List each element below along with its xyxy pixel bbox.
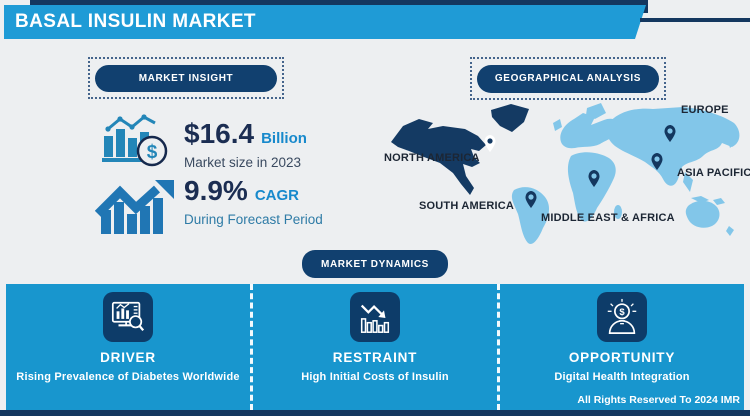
- header-banner: BASAL INSULIN MARKET: [4, 5, 646, 39]
- south-america-shape: [511, 187, 550, 244]
- africa-shape: [567, 152, 616, 222]
- opportunity-panel: $ OPPORTUNITY Digital Health Integration: [497, 284, 744, 410]
- map-pin-europe: [664, 125, 676, 142]
- restraint-icon-tile: [350, 292, 400, 342]
- copyright-text: All Rights Reserved To 2024 IMR: [577, 394, 740, 406]
- monitor-analytics-magnifier-icon: [111, 301, 145, 332]
- cagr-unit: CAGR: [254, 187, 299, 204]
- market-size-stat: $16.4 Billion Market size in 2023: [184, 118, 307, 171]
- europe-shape: [560, 113, 620, 149]
- growth-arrow-chart-icon: [95, 180, 174, 234]
- market-size-caption: Market size in 2023: [184, 155, 302, 170]
- region-label-asia-pacific: ASIA PACIFIC: [677, 167, 750, 179]
- north-america-shape: [391, 119, 486, 195]
- declining-bar-chart-icon: [360, 304, 390, 333]
- cagr-value: 9.9%: [184, 175, 248, 206]
- new-zealand-shape: [726, 226, 734, 236]
- dollar-glyph: $: [147, 142, 158, 163]
- driver-panel: DRIVER Rising Prevalence of Diabetes Wor…: [6, 284, 250, 410]
- greenland-shape: [491, 104, 529, 132]
- region-label-north-america: NORTH AMERICA: [384, 152, 480, 164]
- opportunity-text: Digital Health Integration: [554, 371, 690, 383]
- bar-chart-dollar-icon: $: [102, 114, 168, 167]
- indonesia-shape: [691, 196, 725, 205]
- bulb-dollar-glyph: $: [619, 307, 625, 318]
- cagr-stat: 9.9% CAGR During Forecast Period: [184, 175, 323, 228]
- opportunity-label: OPPORTUNITY: [568, 350, 676, 365]
- restraint-panel: RESTRAINT High Initial Costs of Insulin: [250, 284, 497, 410]
- australia-shape: [685, 200, 720, 228]
- world-map: [391, 103, 740, 244]
- market-dynamics-heading: MARKET DYNAMICS: [302, 250, 448, 278]
- market-size-unit: Billion: [261, 130, 307, 147]
- driver-text: Rising Prevalence of Diabetes Worldwide: [16, 371, 240, 383]
- market-insight-box: MARKET INSIGHT: [88, 57, 284, 99]
- region-label-middle-east-africa: MIDDLE EAST & AFRICA: [541, 212, 675, 224]
- market-insight-heading: MARKET INSIGHT: [95, 64, 277, 92]
- map-pin-asia-pacific: [651, 153, 663, 170]
- geographical-analysis-heading: GEOGRAPHICAL ANALYSIS: [477, 64, 659, 93]
- asia-shape: [606, 107, 740, 186]
- japan-shape: [727, 134, 736, 148]
- map-pin-middle-east-africa: [588, 170, 600, 187]
- market-dynamics-strip: DRIVER Rising Prevalence of Diabetes Wor…: [6, 284, 744, 410]
- market-size-value: $16.4: [184, 118, 255, 149]
- driver-icon-tile: [103, 292, 153, 342]
- region-label-south-america: SOUTH AMERICA: [419, 200, 515, 212]
- lightbulb-dollar-icon: $: [607, 298, 637, 335]
- footer-strip: [0, 410, 750, 416]
- header-accent-line: [640, 18, 750, 22]
- restraint-label: RESTRAINT: [332, 350, 418, 365]
- madagascar-shape: [614, 205, 622, 219]
- opportunity-icon-tile: $: [597, 292, 647, 342]
- uk-shape: [553, 119, 562, 131]
- map-pin-south-america: [525, 191, 537, 208]
- scandinavia-shape: [586, 103, 606, 119]
- cagr-caption: During Forecast Period: [184, 212, 323, 227]
- geographical-analysis-box: GEOGRAPHICAL ANALYSIS: [470, 57, 666, 100]
- region-label-europe: EUROPE: [681, 104, 729, 116]
- southeast-asia-shape: [683, 172, 693, 192]
- map-pin-north-america: [484, 135, 496, 152]
- restraint-text: High Initial Costs of Insulin: [301, 371, 449, 383]
- driver-label: DRIVER: [100, 350, 156, 365]
- page-title: BASAL INSULIN MARKET: [15, 11, 256, 32]
